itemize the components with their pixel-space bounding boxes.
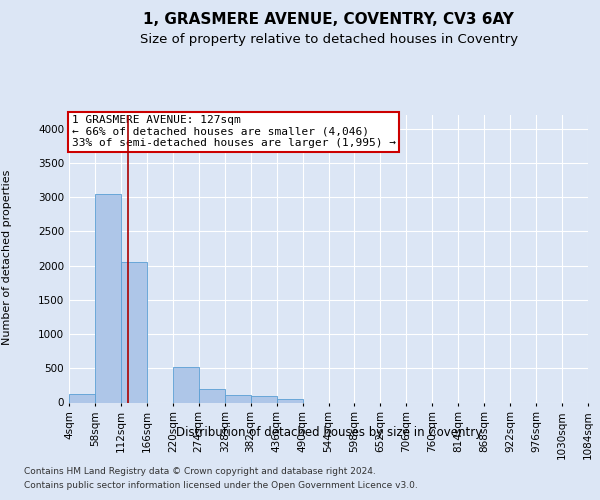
Text: Contains HM Land Registry data © Crown copyright and database right 2024.: Contains HM Land Registry data © Crown c… xyxy=(24,468,376,476)
Text: 1, GRASMERE AVENUE, COVENTRY, CV3 6AY: 1, GRASMERE AVENUE, COVENTRY, CV3 6AY xyxy=(143,12,514,28)
Text: Contains public sector information licensed under the Open Government Licence v3: Contains public sector information licen… xyxy=(24,481,418,490)
Bar xyxy=(69,394,95,402)
Text: 1 GRASMERE AVENUE: 127sqm
← 66% of detached houses are smaller (4,046)
33% of se: 1 GRASMERE AVENUE: 127sqm ← 66% of detac… xyxy=(71,115,395,148)
Text: Distribution of detached houses by size in Coventry: Distribution of detached houses by size … xyxy=(176,426,482,439)
Bar xyxy=(225,396,251,402)
Bar xyxy=(277,399,302,402)
Text: Size of property relative to detached houses in Coventry: Size of property relative to detached ho… xyxy=(140,32,518,46)
Bar xyxy=(199,389,224,402)
Bar xyxy=(173,367,199,402)
Text: Number of detached properties: Number of detached properties xyxy=(2,170,12,345)
Bar xyxy=(95,194,121,402)
Bar xyxy=(251,396,277,402)
Bar xyxy=(121,262,147,402)
